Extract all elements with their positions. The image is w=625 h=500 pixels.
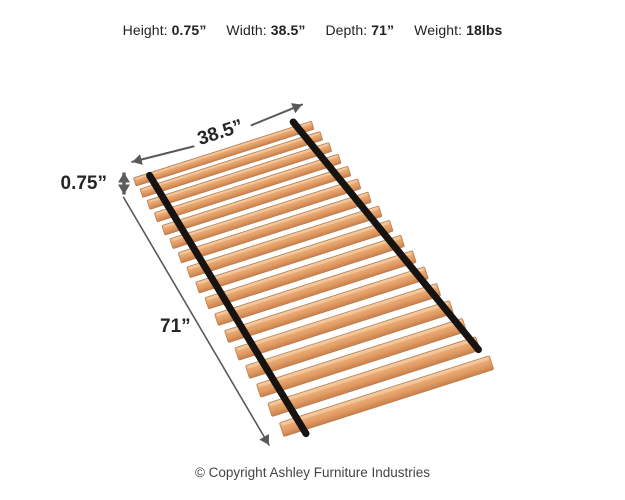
svg-text:71”: 71” [160, 316, 191, 337]
svg-text:0.75”: 0.75” [61, 173, 107, 194]
